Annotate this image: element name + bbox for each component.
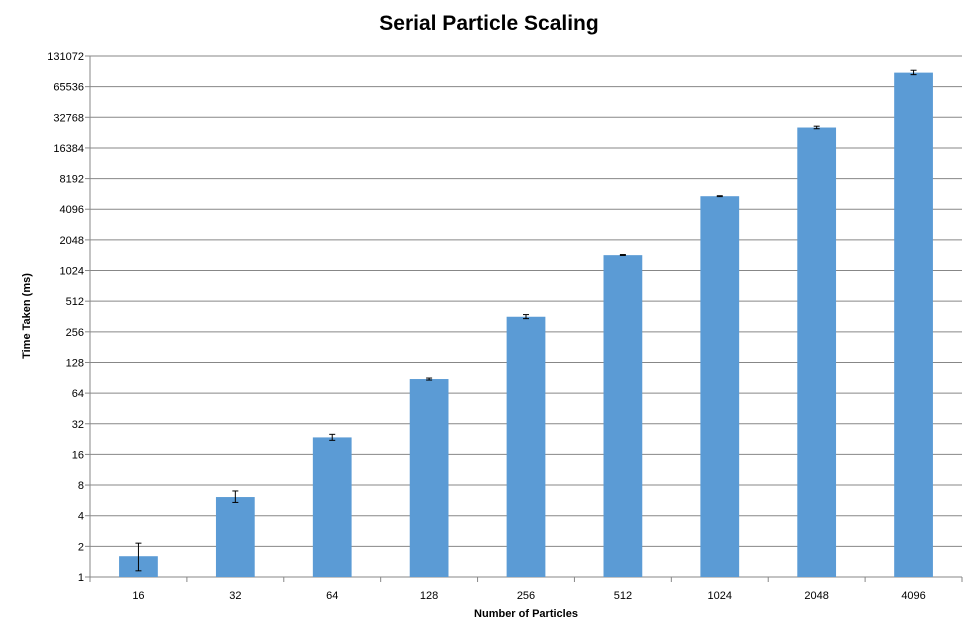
x-axis-title: Number of Particles bbox=[474, 608, 578, 620]
error-bar bbox=[523, 314, 529, 320]
bar bbox=[312, 437, 352, 577]
x-tick-label: 128 bbox=[420, 590, 438, 602]
x-tick-label: 64 bbox=[326, 590, 338, 602]
y-tick-label: 2 bbox=[78, 541, 84, 553]
y-tick-label: 16384 bbox=[53, 143, 84, 155]
y-tick-label: 64 bbox=[72, 388, 84, 400]
y-tick-label: 8192 bbox=[60, 174, 84, 186]
x-tick-label: 4096 bbox=[901, 590, 925, 602]
y-tick-labels: 1 2 4 8 16 32 64 128 256 512 1024 2048 4096 8192 16384… bbox=[47, 51, 84, 584]
bar bbox=[506, 316, 546, 577]
y-tick-label: 8 bbox=[78, 480, 84, 492]
y-tick-label: 4096 bbox=[60, 204, 84, 216]
x-tick-label: 16 bbox=[132, 590, 144, 602]
x-tick-label: 2048 bbox=[804, 590, 828, 602]
error-bar bbox=[813, 125, 820, 130]
y-tick-label: 32 bbox=[72, 419, 84, 431]
x-tick-labels: 16 32 64 128 256 512 1024 2048 4096 bbox=[132, 590, 925, 602]
y-tick-label: 512 bbox=[66, 296, 84, 308]
y-tick-label: 128 bbox=[66, 357, 84, 369]
error-bar bbox=[232, 490, 239, 503]
chart-title: Serial Particle Scaling bbox=[379, 12, 599, 35]
bar bbox=[894, 72, 933, 577]
bar bbox=[700, 196, 740, 577]
x-tick-label: 256 bbox=[517, 590, 535, 602]
y-tick-label: 256 bbox=[66, 327, 84, 339]
error-bar bbox=[135, 542, 142, 572]
error-bar bbox=[910, 69, 917, 76]
y-tick-label: 4 bbox=[78, 511, 84, 523]
error-bar bbox=[329, 433, 336, 441]
x-tick-label: 512 bbox=[614, 590, 632, 602]
error-bar bbox=[619, 254, 626, 256]
y-tick-label: 65536 bbox=[53, 82, 84, 94]
y-tick-label: 1 bbox=[78, 572, 84, 584]
y-tick-label: 32768 bbox=[53, 112, 84, 124]
bar bbox=[797, 127, 837, 577]
bar bbox=[409, 379, 449, 577]
error-bar bbox=[716, 195, 723, 198]
bars bbox=[119, 72, 933, 577]
y-tick-label: 131072 bbox=[47, 51, 84, 63]
y-tick-label: 2048 bbox=[60, 235, 84, 247]
error-bars bbox=[135, 69, 917, 572]
x-tick-label: 1024 bbox=[708, 590, 732, 602]
y-tick-label: 16 bbox=[72, 449, 84, 461]
bar bbox=[603, 255, 643, 577]
bar bbox=[215, 497, 255, 577]
y-tick-label: 1024 bbox=[60, 266, 84, 278]
x-tick-label: 32 bbox=[229, 590, 241, 602]
error-bar bbox=[426, 377, 433, 381]
